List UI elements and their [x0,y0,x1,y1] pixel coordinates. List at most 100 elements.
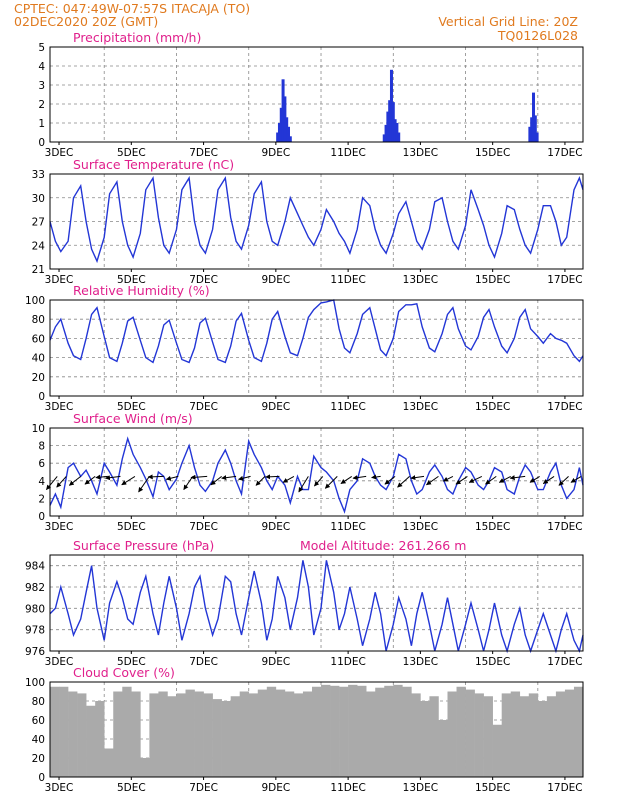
cloud-bar [546,696,557,777]
y-tick-label: 60 [32,333,45,345]
cloud-bar [393,684,403,777]
wind-arrow [442,475,454,482]
wind-arrow [570,475,582,483]
precip-bar [283,96,287,142]
wind-arrow [147,474,164,480]
x-tick-label: 11DEC [330,521,365,533]
y-tick-label: 976 [25,646,45,658]
humidity-series-line [49,299,584,364]
wind-arrow [529,475,540,483]
precip-bar [281,79,285,142]
wind-arrow [340,475,353,485]
x-tick-label: 17DEC [547,521,582,533]
y-tick-label: 100 [25,677,45,689]
cloud-bar [402,686,412,777]
y-tick-label: 10 [32,423,45,435]
cloud-bar [348,684,358,777]
y-tick-label: 80 [32,314,45,326]
y-tick-label: 3 [38,80,45,92]
y-tick-label: 24 [32,240,46,252]
x-tick-label: 7DEC [189,521,218,533]
wind-arrow [542,475,555,485]
y-tick-label: 2 [38,99,45,111]
x-tick-label: 17DEC [547,656,582,668]
precip-bar [384,124,388,142]
plot-frame [49,46,584,143]
cloud-bar [555,691,566,777]
y-tick-label: 20 [32,753,45,765]
y-tick-label: 60 [32,715,45,727]
location-header: CPTEC: 047:49W-07:57S ITACAJA (TO) [14,1,250,16]
cloud-bar [230,696,241,777]
cloud-bar [456,686,466,777]
cloud-bar [68,691,78,777]
x-tick-label: 15DEC [475,521,510,533]
y-tick-label: 0 [38,772,45,784]
y-tick-label: 982 [25,582,45,594]
x-tick-label: 15DEC [475,147,510,159]
precip-bar [393,119,397,142]
precipitation-panel: Precipitation (mm/h) 0 1 2 3 4 5 3DEC 5DEC 7DEC 9D… [38,30,584,159]
cloud-bar [131,691,141,777]
cloud-bar [357,685,367,777]
precip-bar [276,132,280,142]
wind-arrow [165,475,179,481]
pressure-panel: Surface Pressure (hPa) Model Altitude: 26… [25,538,584,668]
cloud-bar [492,724,502,777]
cloud-bar [321,684,331,777]
temperature-title: Surface Temperature (nC) [73,157,234,172]
wind-arrow [46,476,58,490]
x-tick-label: 11DEC [330,147,365,159]
plot-frame [49,299,584,397]
x-tick-label: 13DEC [403,401,438,413]
x-tick-label: 11DEC [330,656,365,668]
precip-bar [533,115,537,142]
cloud-bar [248,693,259,777]
cloud-bar [113,691,123,777]
y-tick-label: 40 [32,734,45,746]
y-tick-label: 1 [38,118,45,130]
plot-frame [49,173,584,270]
model-altitude-label: Model Altitude: 261.266 m [300,538,466,553]
wind-arrow [314,476,324,487]
cloud-bar [86,705,96,777]
wind-series-line [49,436,584,514]
x-tick-label: 7DEC [189,147,218,159]
wind-arrow [352,475,367,481]
y-tick-label: 0 [38,137,45,149]
cloud-bar [176,693,186,777]
y-tick-label: 2 [38,493,45,505]
x-tick-label: 5DEC [117,782,146,794]
x-tick-label: 11DEC [330,274,365,286]
precip-bar [288,136,292,142]
humidity-panel: Relative Humidity (%) 0 20 40 60 80 100 3DEC 5DE… [25,283,584,413]
wind-arrow [121,475,136,486]
cloud-cover-panel: Cloud Cover (%) 0 20 40 60 80 100 3DEC 5DEC 7DEC 9… [25,665,584,794]
precip-bar [285,117,289,142]
x-tick-label: 3DEC [45,147,74,159]
wind-arrow [426,475,439,486]
cloud-bar [438,720,448,777]
cloud-bar [122,686,132,777]
precip-bar [388,100,392,142]
x-tick-label: 7DEC [189,401,218,413]
wind-arrow [324,476,338,489]
precip-bar [277,123,281,142]
cloud-bar [375,687,385,777]
wind-arrow [104,475,121,481]
cloud-bar [420,701,430,777]
cloud-bar [465,689,475,777]
x-tick-label: 5DEC [117,521,146,533]
precip-bar [286,126,290,142]
date-header: 02DEC2020 20Z (GMT) [14,14,158,29]
x-tick-label: 7DEC [189,782,218,794]
cloud-bar [501,693,512,777]
temperature-panel: Surface Temperature (nC) 21 24 27 30 33 3DEC 5D… [32,157,584,286]
wind-arrow [190,474,208,480]
x-tick-label: 9DEC [261,274,290,286]
x-tick-label: 13DEC [403,782,438,794]
x-tick-label: 13DEC [403,656,438,668]
cloud-bar [77,693,87,777]
plot-frame [49,554,584,652]
